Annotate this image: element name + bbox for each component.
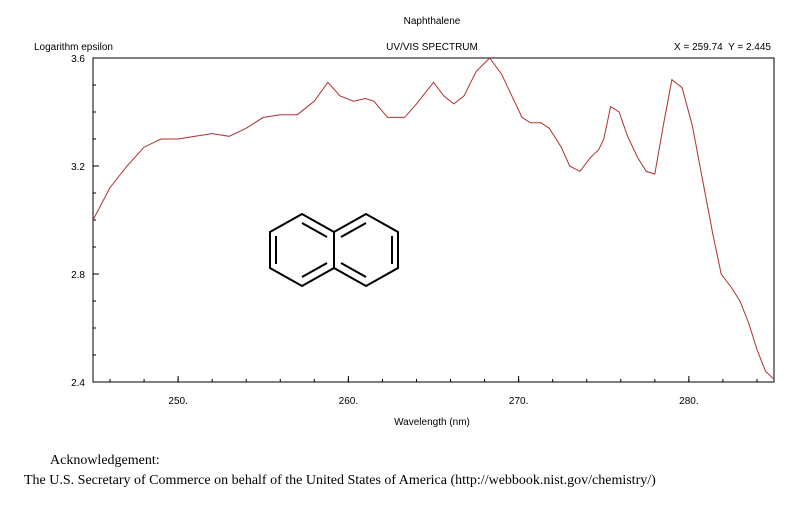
y-tick-label: 3.6 [71, 54, 85, 65]
chart-title: Naphthalene [404, 16, 461, 27]
y-tick-label: 2.8 [71, 270, 85, 281]
y-axis-label: Logarithm epsilon [34, 42, 113, 53]
plot-frame [92, 57, 775, 383]
spectrum-chart: Naphthalene Logarithm epsilon UV/VIS SPE… [34, 16, 775, 428]
x-tick-label: 260. [339, 396, 358, 407]
x-tick-label: 280. [679, 396, 698, 407]
acknowledgement-text: The U.S. Secretary of Commerce on behalf… [24, 473, 656, 488]
x-tick-label: 250. [168, 396, 187, 407]
x-axis-label: Wavelength (nm) [394, 417, 470, 428]
spectrum-line [92, 57, 775, 380]
acknowledgement-heading: Acknowledgement: [50, 453, 160, 468]
cursor-readout: X = 259.74 Y = 2.445 [674, 42, 771, 53]
naphthalene-structure-icon [269, 212, 399, 288]
chart-subtitle: UV/VIS SPECTRUM [386, 42, 478, 53]
x-tick-label: 270. [509, 396, 528, 407]
y-tick-label: 3.2 [71, 162, 85, 173]
y-tick-label: 2.4 [71, 378, 85, 389]
